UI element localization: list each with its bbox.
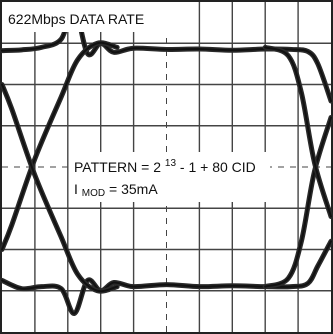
eye-trace-core-lower [1, 240, 332, 315]
eye-trace-core-rise2 [264, 116, 332, 288]
imod-prefix: I [74, 181, 78, 197]
title-backing [2, 2, 180, 32]
pattern-exponent: 13 [165, 158, 177, 169]
eye-trace-core-fall [1, 83, 119, 293]
pattern-suffix: - 1 + 80 CID [180, 159, 256, 175]
imod-suffix: = 35mA [109, 181, 158, 197]
chart-title: 622Mbps DATA RATE [8, 11, 144, 27]
eye-trace-core-rise [1, 41, 119, 251]
pattern-annotation: PATTERN = 2 13 - 1 + 80 CID [74, 153, 256, 175]
eye-trace-core-fall2 [264, 46, 332, 218]
pattern-prefix: PATTERN = 2 [74, 159, 161, 175]
eye-traces [0, 5, 333, 316]
imod-subscript: MOD [82, 188, 105, 199]
imod-annotation: I MOD = 35mA [74, 181, 158, 199]
annotation-backing [70, 152, 270, 202]
eye-trace-core-upper [1, 7, 332, 102]
